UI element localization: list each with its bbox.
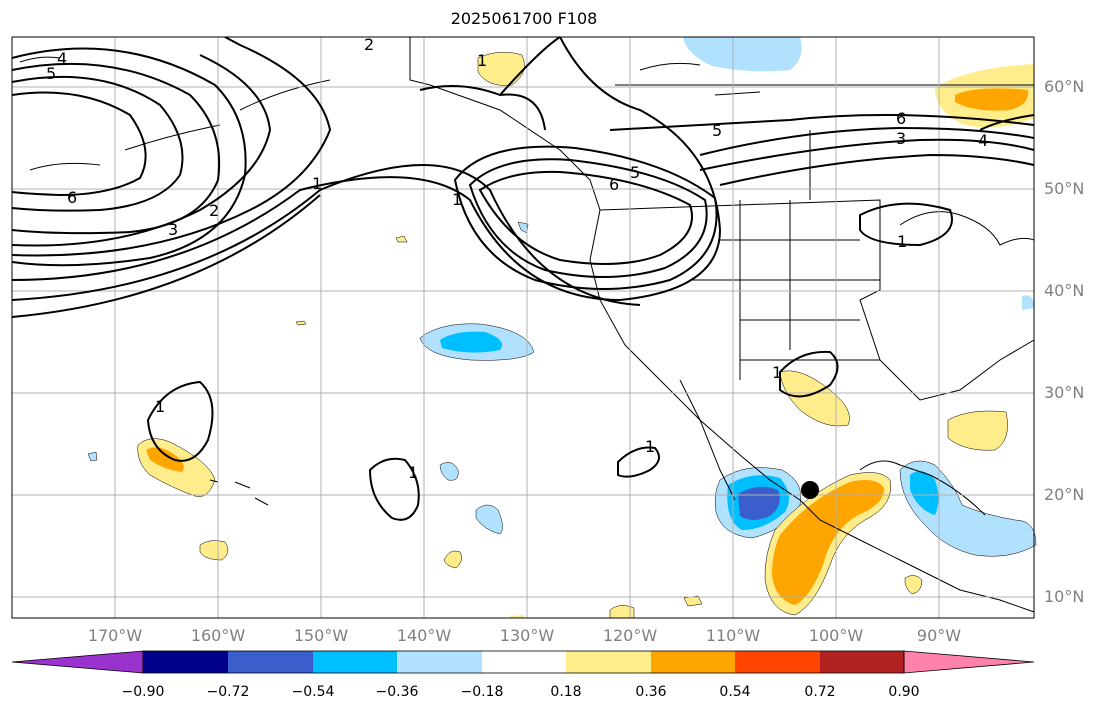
fill-orange <box>772 480 885 605</box>
fill-light-blue <box>475 504 503 535</box>
colorbar-segment <box>397 651 482 673</box>
colorbar-segment <box>820 651 904 673</box>
fill-light-yellow <box>295 320 307 326</box>
fill-light-yellow <box>477 51 525 86</box>
fill-light-blue <box>1022 295 1034 310</box>
contour-label: 1 <box>155 397 165 416</box>
contour-label: 4 <box>57 49 67 68</box>
contour-label-layer: 4 5 6 3 2 1 2 1 1 6 5 6 3 4 5 1 1 1 1 1 <box>46 35 988 482</box>
colorbar-segment <box>735 651 820 673</box>
colorbar-extend-low <box>11 650 144 674</box>
colorbar-segment <box>143 651 228 673</box>
fill-light-blue <box>683 37 802 72</box>
anomaly-fills <box>87 37 1037 619</box>
map-title: 2025061700 F108 <box>450 9 598 28</box>
colorbar-tick-label: 0.72 <box>804 684 836 700</box>
contour-label: 4 <box>978 131 988 150</box>
map-frame <box>11 36 1035 619</box>
fill-blue <box>440 331 503 353</box>
contour-label: 2 <box>364 35 374 54</box>
colorbar-segment <box>228 651 313 673</box>
fill-light-yellow <box>395 235 408 243</box>
contour-label: 1 <box>897 232 907 251</box>
colorbar-segment <box>482 651 566 673</box>
colorbar-tick-label: 0.18 <box>550 684 582 700</box>
colorbar-tick-label: −0.54 <box>291 684 335 700</box>
contour-label: 1 <box>452 190 462 209</box>
gridlines <box>12 37 1034 618</box>
lat-label: 20°N <box>1044 485 1085 504</box>
lat-label: 60°N <box>1044 77 1085 96</box>
lon-label: 160°W <box>190 626 246 645</box>
lon-label: 140°W <box>396 626 452 645</box>
colorbar-extend-high <box>903 650 1035 674</box>
contour-label: 1 <box>408 463 418 482</box>
lat-label: 50°N <box>1044 179 1085 198</box>
fill-blue <box>910 471 939 515</box>
colorbar-tick-label: 0.36 <box>635 684 667 700</box>
fill-orange <box>955 88 1029 111</box>
fill-light-yellow <box>510 615 524 618</box>
colorbar-tick-label: 0.90 <box>888 684 920 700</box>
colorbar-segment <box>313 651 397 673</box>
fill-light-yellow <box>904 575 923 595</box>
contour-label: 2 <box>209 201 219 220</box>
contour-label: 5 <box>46 64 56 83</box>
lat-label: 40°N <box>1044 281 1085 300</box>
colorbar-segment <box>651 651 735 673</box>
contour-label: 1 <box>312 174 322 193</box>
colorbar-tick-label: 0.54 <box>719 684 751 700</box>
coastlines <box>19 37 1035 613</box>
colorbar-tick-label: −0.36 <box>375 684 419 700</box>
contour-lines <box>11 36 1035 521</box>
contour-label: 6 <box>609 175 619 194</box>
contour-label: 3 <box>168 220 178 239</box>
lat-label: 30°N <box>1044 383 1085 402</box>
colorbar-tick-label: −0.90 <box>121 684 165 700</box>
contour-label: 6 <box>67 188 77 207</box>
storm-center-marker <box>801 481 819 499</box>
fill-light-yellow <box>199 540 229 561</box>
contour-label: 1 <box>645 437 655 456</box>
fill-light-yellow <box>779 370 850 427</box>
colorbar-tick-label: −0.72 <box>206 684 250 700</box>
lon-label: 110°W <box>705 626 761 645</box>
fill-light-yellow <box>443 550 463 569</box>
colorbar-segment <box>566 651 651 673</box>
fill-orange <box>146 447 184 472</box>
contour-label: 5 <box>630 163 640 182</box>
lon-label: 90°W <box>916 626 962 645</box>
fill-light-blue <box>439 462 459 481</box>
fill-light-yellow <box>947 410 1008 451</box>
lon-label: 130°W <box>499 626 555 645</box>
fill-light-blue <box>87 451 98 462</box>
colorbar <box>11 650 1035 674</box>
contour-label: 1 <box>477 51 487 70</box>
contour-label: 5 <box>712 121 722 140</box>
colorbar-tick-label: −0.18 <box>460 684 504 700</box>
fill-light-yellow <box>609 605 635 619</box>
lat-label: 10°N <box>1044 587 1085 606</box>
contour-label: 3 <box>896 129 906 148</box>
lon-label: 120°W <box>602 626 658 645</box>
lon-label: 170°W <box>87 626 143 645</box>
contour-label: 6 <box>896 109 906 128</box>
lon-label: 100°W <box>808 626 864 645</box>
lon-label: 150°W <box>293 626 349 645</box>
contour-label: 1 <box>772 363 782 382</box>
